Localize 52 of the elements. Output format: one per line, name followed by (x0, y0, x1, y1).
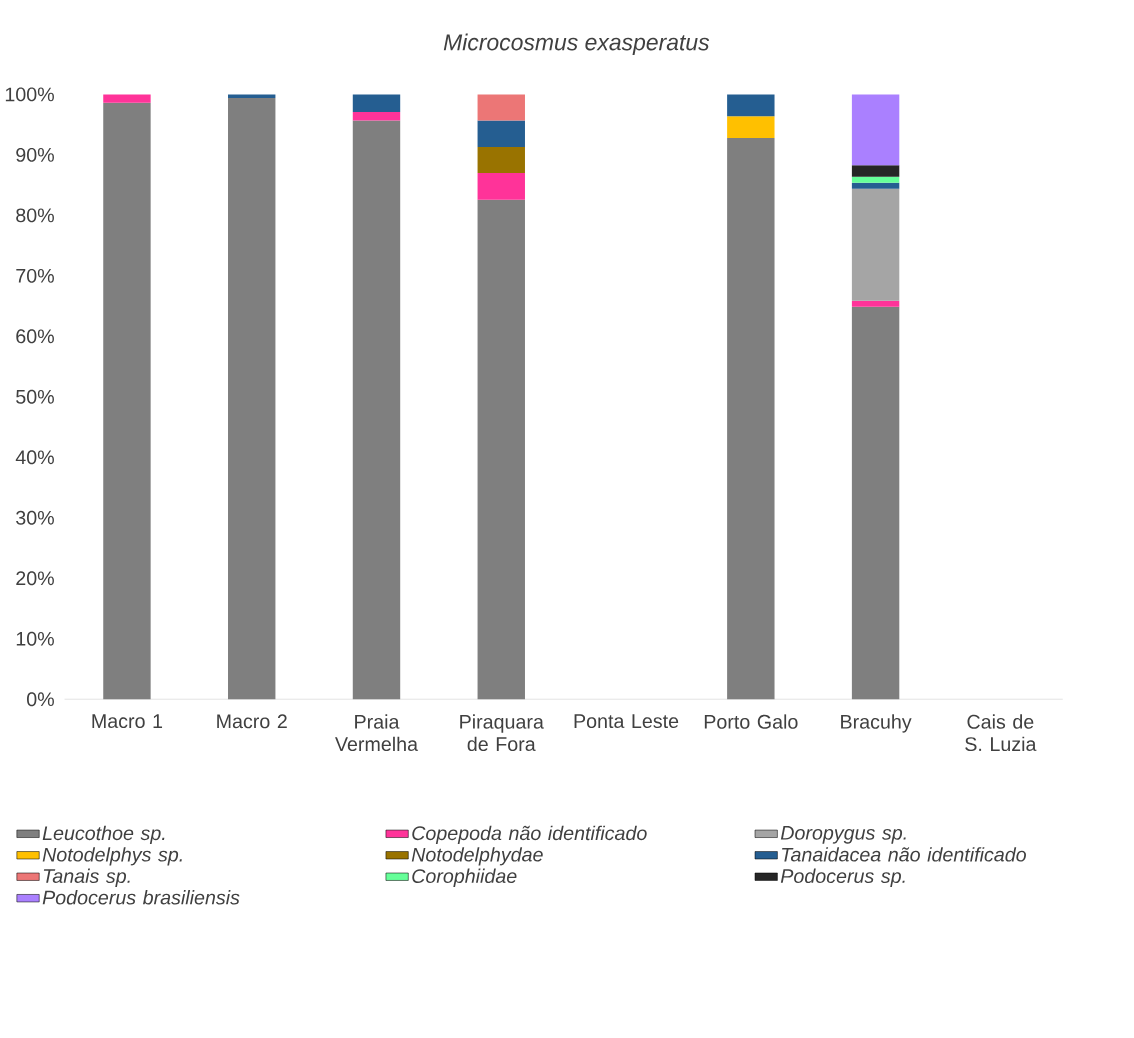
x-tick-label: Cais de S. Luzia (965, 714, 1037, 752)
y-tick-label: 50% (16, 390, 54, 404)
chart-title: Microcosmus exasperatus (443, 33, 710, 56)
y-tick-label: 80% (16, 208, 54, 223)
legend-label: Corophiidae (412, 868, 517, 888)
y-tick-label: 60% (16, 329, 54, 344)
legend-label: Tanais sp. (43, 868, 130, 888)
legend-label: Copepoda não identificado (412, 825, 647, 845)
y-tick-label: 40% (15, 450, 54, 465)
y-tick-label: 10% (16, 632, 54, 646)
x-tick-label: Ponta Leste (574, 714, 679, 729)
y-tick-label: 70% (16, 269, 54, 284)
bar (352, 112, 401, 121)
bar (477, 120, 525, 148)
bar (851, 94, 900, 166)
x-tick-label: Piraquara de Fora (460, 714, 544, 752)
legend-label: Podocerus sp. (780, 868, 905, 888)
bar (103, 94, 151, 104)
bar (727, 94, 775, 117)
x-tick-label: Macro 2 (217, 714, 287, 729)
x-tick-label: Bracuhy (841, 714, 912, 733)
bar (727, 138, 775, 700)
bar (352, 94, 401, 113)
legend-label: Notodelphys sp. (42, 847, 182, 866)
bar (851, 182, 900, 189)
bar (851, 165, 900, 177)
legend-label: Podocerus brasiliensis (42, 890, 240, 905)
bar (352, 120, 401, 700)
x-tick-label: Macro 1 (92, 714, 163, 729)
bar (477, 94, 525, 121)
bar (851, 188, 900, 301)
bar (477, 173, 525, 200)
bar (228, 98, 276, 700)
bar (851, 300, 900, 307)
bar (851, 176, 900, 183)
legend-label: Doropygus sp. (780, 826, 906, 844)
legend-label: Leucothoe sp. (42, 825, 165, 845)
legend-label: Notodelphydae (411, 847, 543, 866)
bar (477, 199, 525, 700)
y-tick-label: 30% (16, 511, 54, 525)
x-tick-label: Porto Galo (704, 714, 798, 730)
bar (103, 103, 151, 700)
y-tick-label: 100% (5, 87, 54, 102)
y-tick-label: 0% (27, 692, 54, 707)
bar (727, 116, 775, 139)
legend-label: Tanaidacea não identificado (782, 847, 1026, 862)
x-tick-label: Praia Vermelha (335, 714, 419, 752)
bar (477, 147, 525, 174)
bar (228, 94, 276, 99)
y-tick-label: 20% (16, 571, 54, 586)
bar (851, 306, 900, 700)
y-tick-label: 90% (16, 148, 54, 163)
